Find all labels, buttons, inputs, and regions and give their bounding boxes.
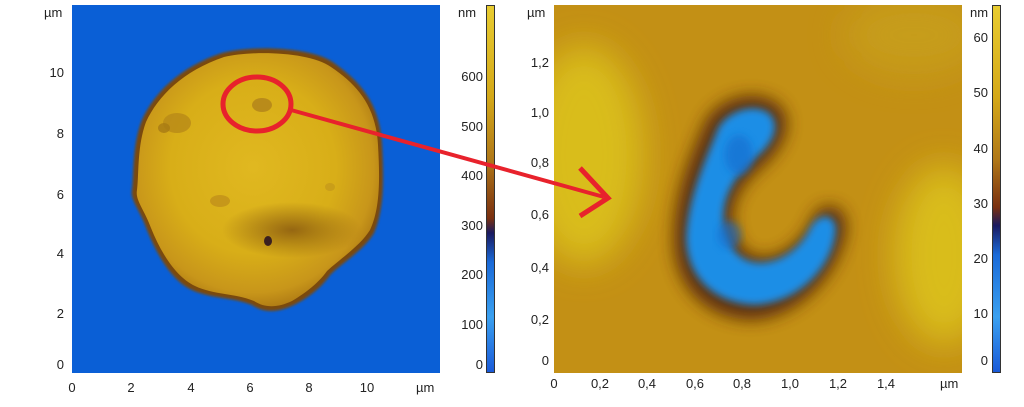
left-y-tick: 0 — [56, 357, 64, 372]
right-y-tick: 1,2 — [530, 55, 549, 70]
left-x-tick: 6 — [246, 380, 254, 395]
right-colorbar-tick: 60 — [973, 30, 988, 45]
right-y-unit: µm — [527, 5, 546, 20]
right-x-tick: 0,8 — [732, 376, 752, 391]
right-colorbar-tick: 0 — [980, 353, 988, 368]
left-y-tick: 6 — [56, 187, 64, 202]
right-y-tick: 0,2 — [530, 312, 549, 327]
right-x-tick: 1,4 — [876, 376, 896, 391]
left-y-tick: 10 — [49, 65, 64, 80]
left-x-tick: 10 — [359, 380, 375, 395]
left-y-tick: 8 — [56, 126, 64, 141]
right-y-tick: 0,8 — [530, 155, 549, 170]
right-y-tick: 0,4 — [530, 260, 549, 275]
right-y-tick: 1,0 — [530, 105, 549, 120]
right-x-tick: 0,2 — [590, 376, 610, 391]
zoom-arrow-line — [290, 108, 605, 199]
right-x-tick: 0 — [550, 376, 558, 391]
left-colorbar — [486, 5, 495, 373]
right-x-tick: 0,4 — [637, 376, 657, 391]
left-x-tick: 8 — [305, 380, 313, 395]
right-colorbar-tick: 50 — [973, 85, 988, 100]
right-y-tick: 0 — [541, 353, 549, 368]
afm-height-map-cell — [72, 5, 440, 373]
zoom-arrow-head — [578, 166, 612, 219]
right-colorbar-unit: nm — [970, 5, 989, 20]
right-x-tick: 1,2 — [828, 376, 848, 391]
right-x-unit: µm — [940, 376, 959, 391]
right-colorbar-tick: 40 — [973, 141, 988, 156]
left-colorbar-tick: 0 — [475, 357, 483, 372]
right-x-tick: 0,6 — [685, 376, 705, 391]
right-colorbar — [992, 5, 1001, 373]
left-y-tick: 2 — [56, 306, 64, 321]
left-colorbar-tick: 100 — [461, 317, 483, 332]
left-colorbar-tick: 600 — [461, 69, 483, 84]
right-x-tick: 1,0 — [780, 376, 800, 391]
left-x-unit: µm — [416, 380, 435, 395]
right-colorbar-tick: 10 — [973, 306, 988, 321]
afm-height-map-zoom — [554, 5, 962, 373]
left-y-tick: 4 — [56, 246, 64, 261]
left-colorbar-tick: 200 — [461, 267, 483, 282]
left-colorbar-tick: 500 — [461, 119, 483, 134]
left-y-unit: µm — [44, 5, 63, 20]
left-x-tick: 0 — [68, 380, 76, 395]
left-x-tick: 2 — [127, 380, 135, 395]
left-colorbar-tick: 300 — [461, 218, 483, 233]
region-highlight-circle — [220, 74, 294, 134]
left-x-tick: 4 — [187, 380, 195, 395]
left-colorbar-tick: 400 — [461, 168, 483, 183]
right-y-tick: 0,6 — [530, 207, 549, 222]
right-colorbar-tick: 30 — [973, 196, 988, 211]
right-colorbar-tick: 20 — [973, 251, 988, 266]
left-colorbar-unit: nm — [458, 5, 477, 20]
